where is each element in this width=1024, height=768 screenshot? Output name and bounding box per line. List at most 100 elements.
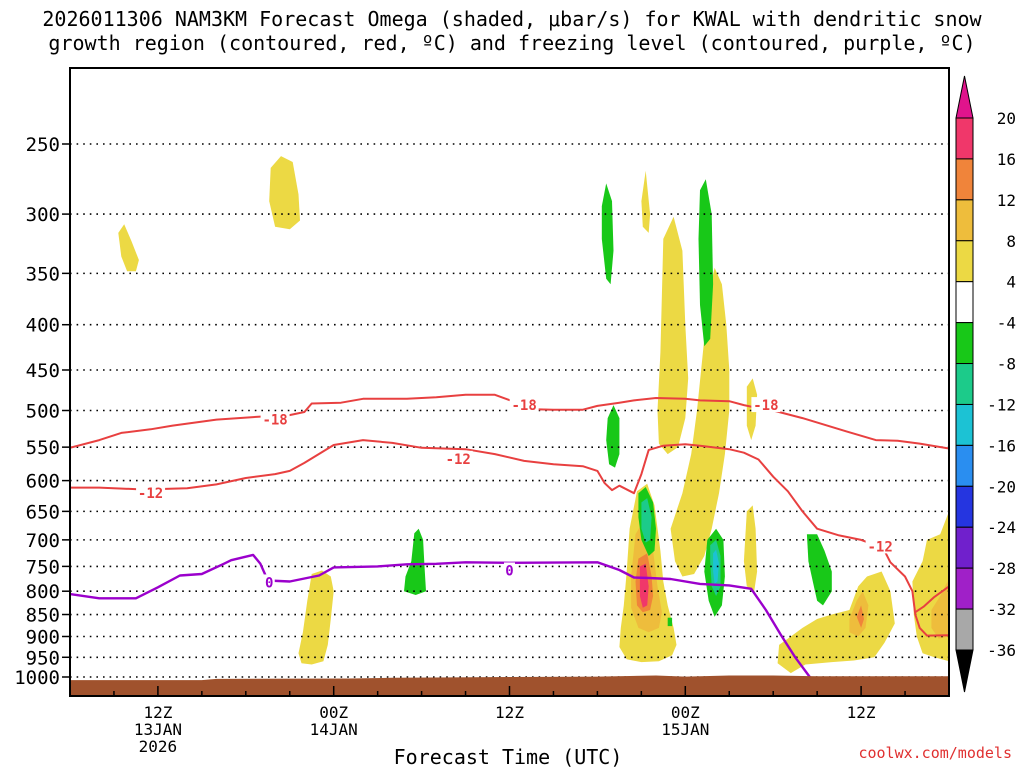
omega-region-17 (931, 581, 949, 639)
omega-shading (118, 156, 949, 674)
omega-region-12 (743, 505, 758, 592)
omega-region-1 (269, 156, 300, 230)
y-axis-pressure: 2503003504004505005506006507007508008509… (14, 134, 70, 689)
y-tick-label-750: 750 (26, 556, 60, 578)
omega-region-28 (667, 617, 673, 627)
x-tick-label-1-1: 14JAN (310, 720, 358, 739)
contour-label-3: -12 (138, 486, 163, 502)
freezing-level-line (70, 553, 811, 678)
colorbar-segment-8 (955, 444, 974, 487)
contour-label-6: 0 (265, 575, 273, 591)
contour-label-bg-1 (509, 397, 539, 413)
omega-region-8 (657, 216, 689, 455)
y-tick-label-700: 700 (26, 530, 60, 552)
colorbar-segment-4 (955, 281, 974, 324)
omega-region-15 (856, 605, 864, 628)
y-tick-label-300: 300 (26, 204, 60, 226)
contour-label-1: -18 (512, 398, 537, 414)
omega-region-18 (601, 183, 614, 285)
omega-region-19 (606, 405, 620, 468)
contour-label-7: 0 (505, 563, 513, 579)
colorbar-label-4: 4 (1006, 273, 1016, 292)
colorbar-label-13: -36 (987, 641, 1016, 660)
omega-region-22 (698, 179, 714, 347)
isotherm-minus-12-line-b (914, 585, 949, 614)
colorbar-label-3: 8 (1006, 232, 1016, 251)
contour-label-bg-7 (504, 562, 515, 578)
y-tick-label-550: 550 (26, 437, 60, 459)
contour-label-2: -18 (753, 398, 778, 414)
y-tick-label-350: 350 (26, 263, 60, 285)
colorbar-label-0: 20 (997, 109, 1016, 128)
colorbar-segment-10 (955, 526, 974, 569)
y-tick-label-600: 600 (26, 471, 60, 493)
colorbar-segment-11 (955, 567, 974, 610)
y-tick-label-800: 800 (26, 581, 60, 603)
omega-region-13 (777, 571, 895, 674)
colorbar-label-6: -8 (997, 355, 1016, 374)
omega-region-25 (713, 549, 719, 584)
y-tick-label-1000: 1000 (14, 667, 60, 689)
x-tick-label-0-1: 13JAN (134, 720, 182, 739)
contour-label-bg-3 (136, 485, 166, 501)
x-axis-label: Forecast Time (UTC) (394, 745, 623, 768)
colorbar-segment-0 (955, 117, 974, 160)
colorbar-segment-2 (955, 199, 974, 242)
credit-text: coolwx.com/models (858, 744, 1012, 762)
omega-region-10 (697, 454, 714, 551)
y-tick-label-450: 450 (26, 360, 60, 382)
y-tick-label-900: 900 (26, 626, 60, 648)
colorbar-label-5: -4 (997, 314, 1016, 333)
y-tick-label-250: 250 (26, 134, 60, 156)
x-tick-label-1-0: 00Z (319, 703, 348, 722)
y-tick-label-950: 950 (26, 647, 60, 669)
contour-labels: -18 -18 -18 -12 -12 -12 0 0 (136, 397, 895, 591)
colorbar-label-8: -16 (987, 436, 1016, 455)
y-tick-label-850: 850 (26, 605, 60, 627)
x-tick-label-4-0: 12Z (847, 703, 876, 722)
omega-region-2 (298, 570, 334, 665)
omega-region-0 (118, 224, 139, 272)
omega-region-27 (806, 534, 832, 606)
contour-label-5: -12 (867, 539, 892, 555)
x-tick-label-2-0: 12Z (495, 703, 524, 722)
colorbar-segment-12 (955, 608, 974, 651)
colorbar-segment-7 (955, 403, 974, 446)
colorbar-segment-5 (955, 322, 974, 365)
y-tick-label-400: 400 (26, 315, 60, 337)
colorbar-segment-3 (955, 240, 974, 283)
x-tick-label-0-2: 2026 (139, 737, 178, 756)
chart-title-line-1: 2026011306 NAM3KM Forecast Omega (shaded… (42, 7, 982, 31)
contour-label-4: -12 (446, 452, 471, 468)
chart-title-line-2: growth region (contoured, red, ºC) and f… (48, 31, 976, 55)
colorbar-segment-6 (955, 363, 974, 405)
contour-label-bg-2 (751, 397, 781, 413)
colorbar-segment-9 (955, 485, 974, 528)
colorbar-label-9: -20 (987, 477, 1016, 496)
colorbar-segment-1 (955, 158, 974, 201)
y-tick-label-650: 650 (26, 501, 60, 523)
colorbar-bottom-arrow (955, 649, 974, 693)
x-tick-label-3-1: 15JAN (661, 720, 709, 739)
ground-surface (70, 675, 949, 696)
omega-region-9 (670, 267, 730, 577)
colorbar-label-2: 12 (997, 191, 1016, 210)
colorbar-label-10: -24 (987, 518, 1016, 537)
colorbar-label-11: -28 (987, 559, 1016, 578)
colorbar: 20 16 12 8 4 -4 -8 -12 -16 -20 -24 -28 -32 -36 (955, 75, 1016, 693)
colorbar-label-7: -12 (987, 395, 1016, 414)
omega-region-7 (641, 170, 651, 233)
x-tick-label-3-0: 00Z (671, 703, 700, 722)
y-tick-label-500: 500 (26, 401, 60, 423)
x-tick-label-0-0: 12Z (143, 703, 172, 722)
contour-label-bg-6 (263, 574, 275, 590)
contour-label-bg-4 (443, 450, 473, 466)
omega-region-26 (404, 528, 426, 595)
colorbar-label-12: -32 (987, 600, 1016, 619)
colorbar-top-arrow (955, 75, 974, 119)
contour-label-bg-5 (865, 538, 895, 554)
colorbar-label-1: 16 (997, 150, 1016, 169)
omega-region-21 (641, 498, 652, 543)
